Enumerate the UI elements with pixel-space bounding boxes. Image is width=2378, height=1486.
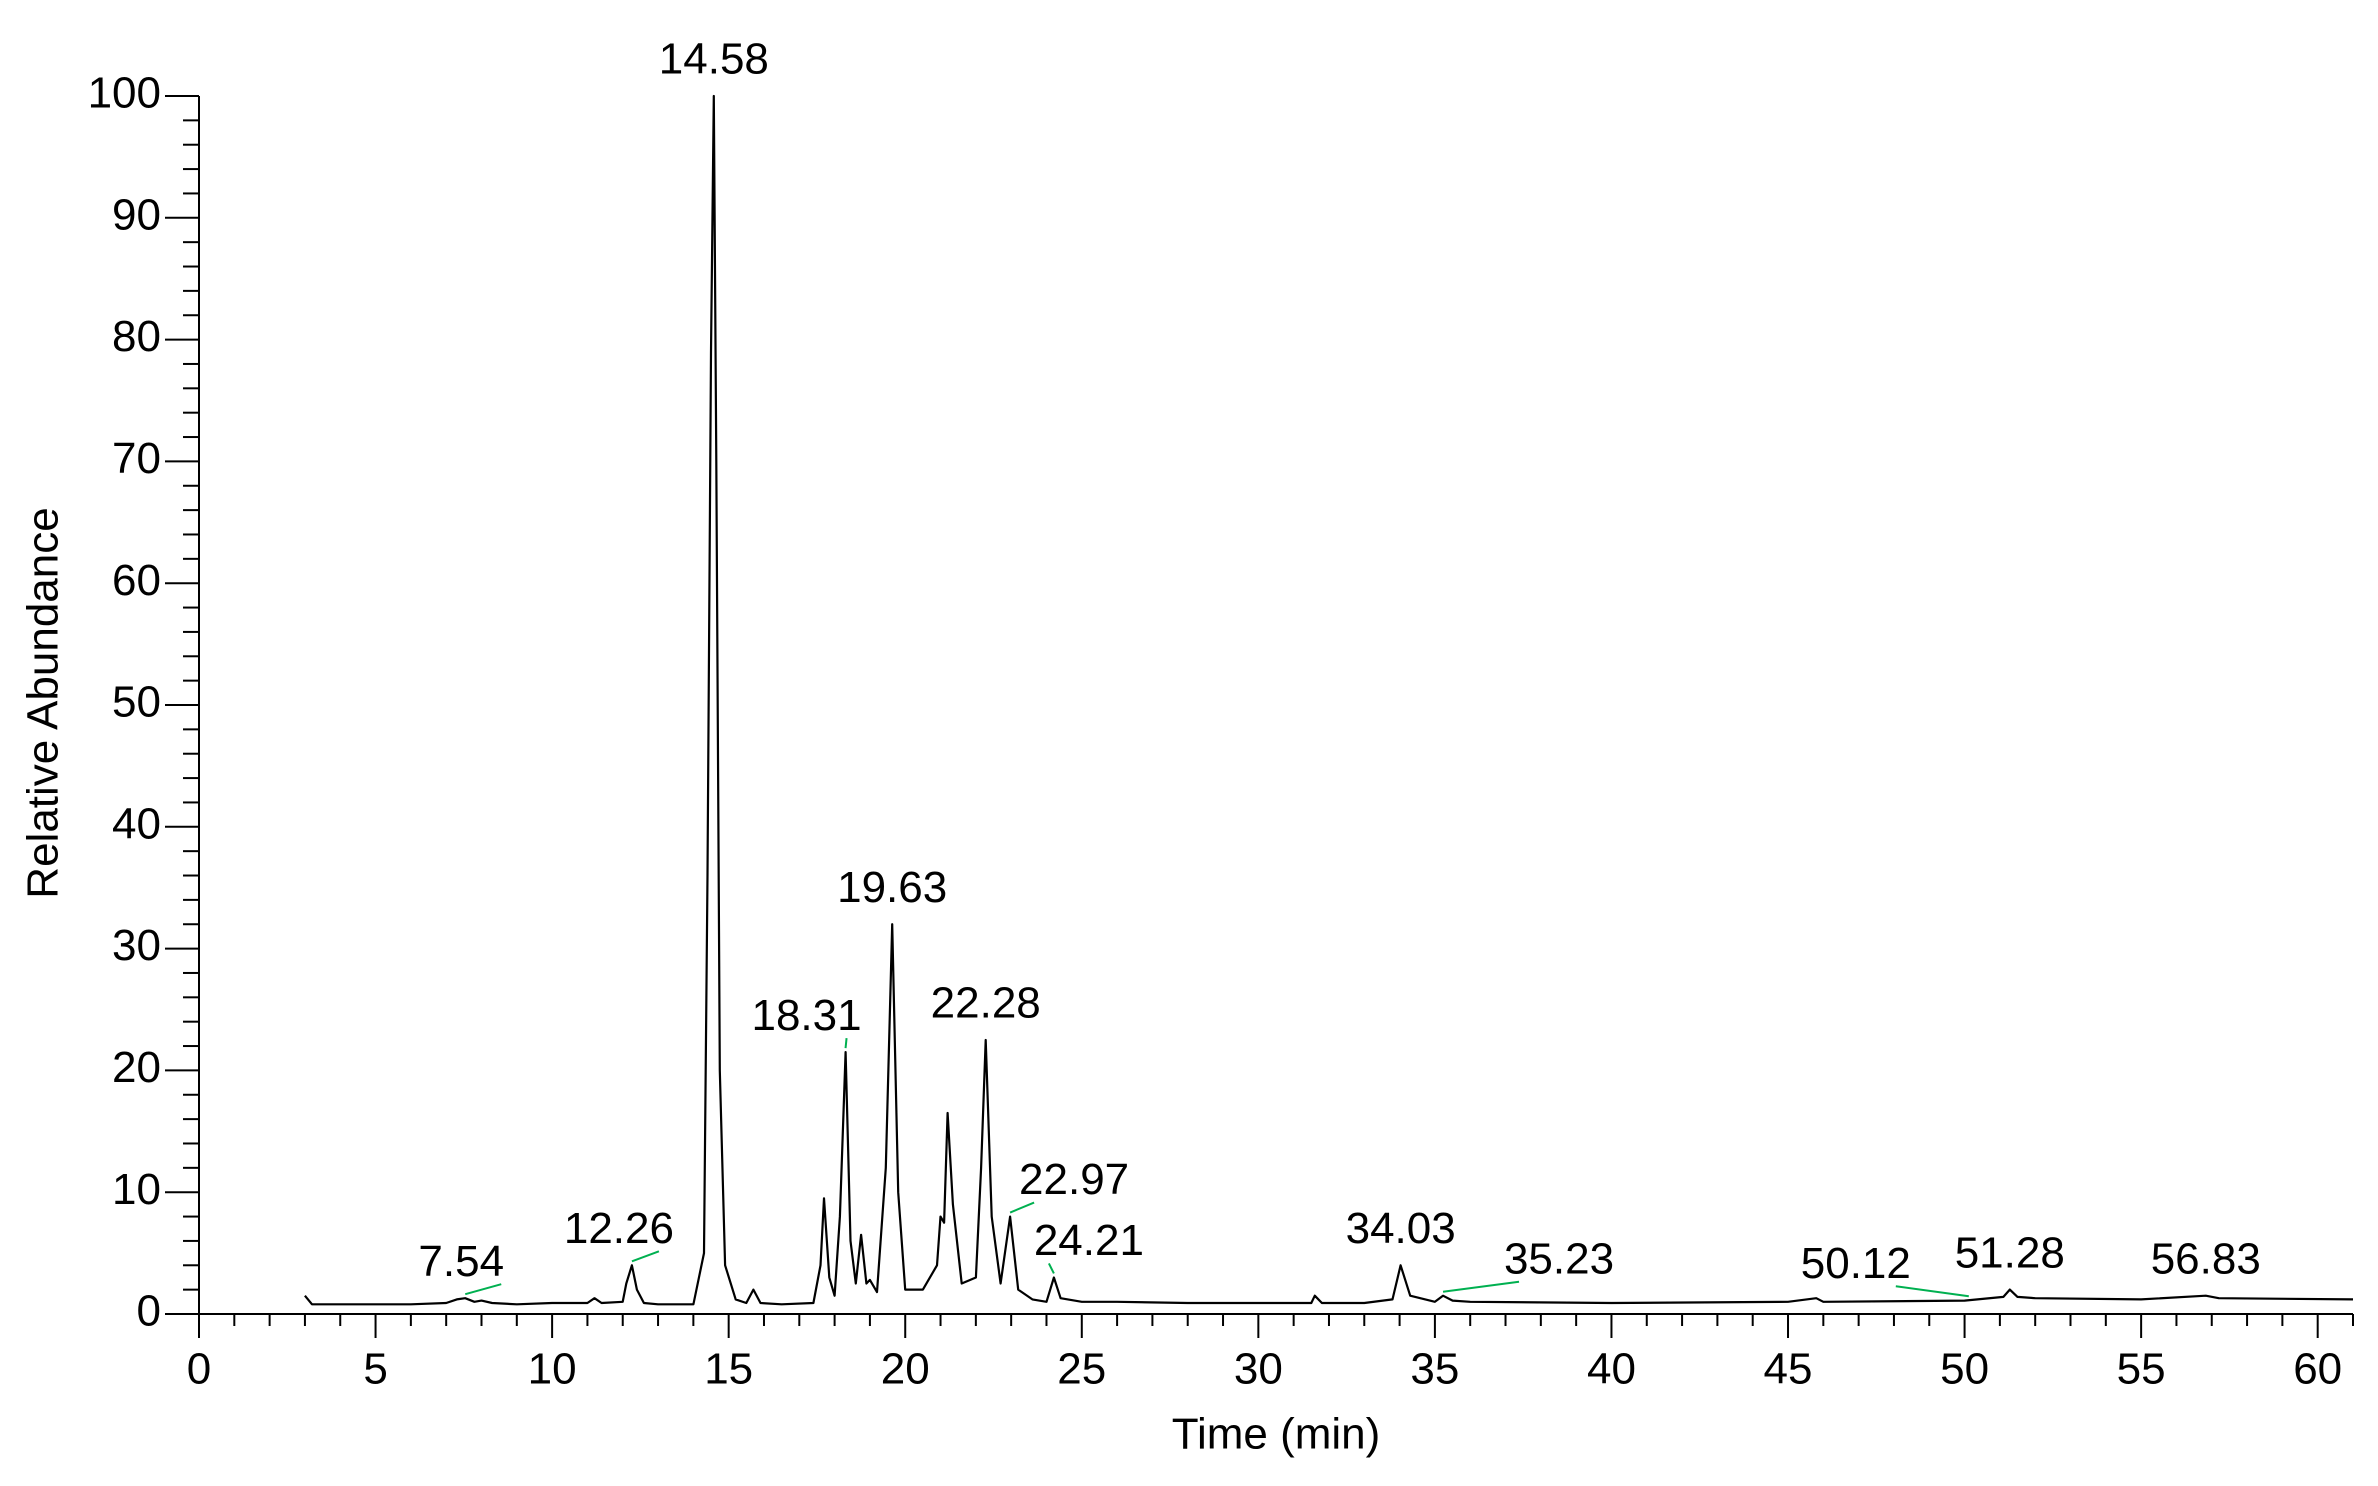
x-axis-label: Time (min) <box>1172 1410 1381 1459</box>
label-leader <box>1442 1280 1520 1293</box>
y-axis-label: Relative Abundance <box>19 507 68 898</box>
peak-label: 14.58 <box>659 35 769 84</box>
peak-label: 34.03 <box>1346 1204 1456 1253</box>
trace <box>304 94 2354 1306</box>
x-tick-label: 60 <box>2293 1345 2342 1394</box>
label-leader <box>844 1038 848 1049</box>
label-leader <box>1009 1201 1035 1214</box>
x-tick-label: 5 <box>363 1345 387 1394</box>
peak-label: 7.54 <box>418 1237 504 1286</box>
y-tick-label: 50 <box>112 678 161 727</box>
x-tick-label: 20 <box>881 1345 930 1394</box>
x-tick-label: 0 <box>187 1345 211 1394</box>
peak-label: 18.31 <box>751 991 861 1040</box>
peak-label: 22.28 <box>931 979 1041 1028</box>
y-tick-label: 100 <box>88 69 161 118</box>
label-leader <box>464 1283 502 1296</box>
peak-label: 12.26 <box>564 1204 674 1253</box>
peak-label: 50.12 <box>1801 1239 1911 1288</box>
y-tick-label: 0 <box>137 1287 161 1336</box>
peak-label: 51.28 <box>1955 1228 2065 1277</box>
y-tick-label: 20 <box>112 1043 161 1092</box>
x-tick-label: 45 <box>1764 1345 1813 1394</box>
x-tick-label: 15 <box>704 1345 753 1394</box>
label-leader <box>631 1250 660 1263</box>
label-leader <box>1895 1285 1969 1298</box>
peak-label: 22.97 <box>1019 1155 1129 1204</box>
peak-label: 56.83 <box>2151 1234 2261 1283</box>
y-tick-label: 70 <box>112 434 161 483</box>
peak-label: 19.63 <box>837 863 947 912</box>
x-tick-label: 50 <box>1940 1345 1989 1394</box>
y-tick-label: 90 <box>112 190 161 239</box>
y-tick-label: 30 <box>112 921 161 970</box>
y-tick-label: 40 <box>112 799 161 848</box>
y-tick-label: 10 <box>112 1165 161 1214</box>
x-tick-label: 10 <box>528 1345 577 1394</box>
x-tick-label: 40 <box>1587 1345 1636 1394</box>
x-tick-label: 55 <box>2117 1345 2166 1394</box>
peak-label: 24.21 <box>1034 1216 1144 1265</box>
x-tick-label: 30 <box>1234 1345 1283 1394</box>
y-tick-label: 80 <box>112 312 161 361</box>
label-leader <box>1047 1263 1055 1274</box>
y-tick-label: 60 <box>112 556 161 605</box>
peak-label: 35.23 <box>1504 1234 1614 1283</box>
x-tick-label: 35 <box>1410 1345 1459 1394</box>
x-tick-label: 25 <box>1057 1345 1106 1394</box>
